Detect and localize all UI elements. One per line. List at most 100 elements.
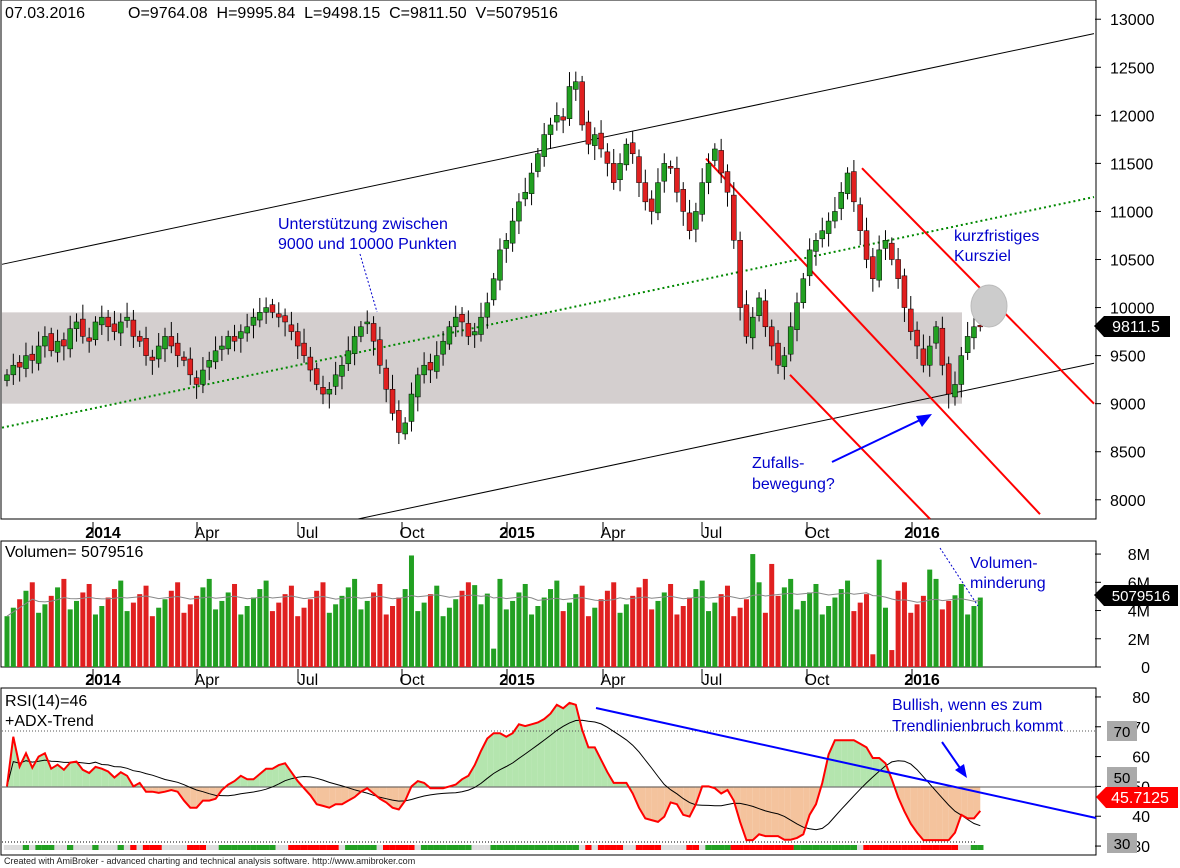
rsi-fill-segment xyxy=(563,702,570,787)
candle-body xyxy=(945,363,952,395)
adx-trend-cell xyxy=(142,845,150,850)
adx-label: +ADX-Trend xyxy=(5,713,94,730)
adx-trend-cell xyxy=(496,845,504,850)
volume-bar xyxy=(535,606,541,667)
adx-trend-cell xyxy=(812,845,820,850)
candle-body xyxy=(566,86,573,119)
volume-bar xyxy=(548,589,554,667)
volume-x-tick-label: 2014 xyxy=(85,672,121,689)
volume-x-tick-label: 2016 xyxy=(904,672,940,689)
candle-body xyxy=(971,326,977,339)
candle-body xyxy=(389,389,396,414)
adx-trend-cell xyxy=(623,845,630,850)
volume-bar xyxy=(914,604,920,667)
adx-trend-cell xyxy=(730,845,737,850)
rsi-fill-segment xyxy=(550,704,557,787)
candle-body xyxy=(282,315,288,323)
volume-bar xyxy=(794,609,800,667)
volume-bar xyxy=(472,585,478,667)
adx-trend-cell xyxy=(48,845,55,850)
adx-trend-cell xyxy=(806,845,813,850)
adx-trend-cell xyxy=(958,845,965,850)
candle-body xyxy=(181,356,187,361)
volume-bar xyxy=(598,599,604,667)
volume-bar xyxy=(800,600,806,667)
last-price-tag: 9811.5 xyxy=(1094,316,1170,337)
adx-trend-cell xyxy=(774,845,782,850)
volume-bar xyxy=(371,592,377,667)
volume-bar xyxy=(560,611,566,667)
volume-bar xyxy=(352,578,358,667)
adx-trend-cell xyxy=(439,845,447,850)
candle-body xyxy=(143,338,149,356)
volume-label: Volumen= 5079516 xyxy=(5,544,143,561)
volume-bar xyxy=(402,589,408,667)
volume-bar xyxy=(674,614,680,667)
adx-trend-cell xyxy=(73,845,80,850)
adx-trend-cell xyxy=(838,845,845,850)
adx-trend-cell xyxy=(319,845,327,850)
candle-body xyxy=(206,360,212,368)
volume-bar xyxy=(623,604,629,667)
candle-body xyxy=(712,148,718,161)
adx-trend-cell xyxy=(597,845,605,850)
rsi-fill-segment xyxy=(70,761,77,787)
adx-trend-cell xyxy=(509,845,516,850)
rsi-y-tick-label: 60 xyxy=(1132,750,1150,767)
volume-bar xyxy=(642,578,648,667)
adx-trend-cell xyxy=(484,845,491,850)
rsi-fill-segment xyxy=(588,747,595,787)
volume-bar xyxy=(383,614,389,667)
adx-trend-cell xyxy=(149,845,156,850)
candle-body xyxy=(522,191,528,200)
adx-trend-cell xyxy=(920,845,927,850)
volume-bar xyxy=(10,607,16,667)
candle-body xyxy=(332,374,339,387)
candle-body xyxy=(351,336,358,354)
adx-trend-cell xyxy=(414,845,421,850)
candle-body xyxy=(914,329,920,347)
volume-bar xyxy=(465,582,471,667)
rsi-fill-segment xyxy=(190,786,197,808)
candle-body xyxy=(219,345,225,350)
candle-body xyxy=(440,340,446,355)
adx-trend-cell xyxy=(98,845,105,850)
volume-bar xyxy=(908,612,914,667)
adx-trend-cell xyxy=(67,845,74,850)
volume-bar xyxy=(864,594,870,667)
volume-bar xyxy=(320,582,326,667)
volume-bar xyxy=(731,616,737,667)
candle-body xyxy=(756,297,762,316)
adx-trend-cell xyxy=(566,845,573,850)
volume-bar xyxy=(459,590,465,667)
volume-bar xyxy=(124,611,130,667)
rsi-fill-segment xyxy=(13,736,20,787)
rsi-fill-segment xyxy=(341,786,349,805)
candle-body xyxy=(244,326,250,334)
candle-body xyxy=(118,321,124,334)
volume-bar xyxy=(421,602,427,667)
adx-trend-cell xyxy=(395,845,403,850)
volume-bar xyxy=(4,616,10,667)
volume-bar xyxy=(743,599,749,667)
adx-trend-cell xyxy=(781,845,788,850)
candle-body xyxy=(263,307,269,313)
adx-trend-cell xyxy=(686,845,693,850)
candle-body xyxy=(699,182,705,215)
adx-trend-cell xyxy=(787,845,794,850)
candle-body xyxy=(16,362,23,368)
volume-bar xyxy=(946,600,952,667)
price-x-tick-label: 2016 xyxy=(904,525,940,542)
adx-trend-cell xyxy=(831,845,839,850)
candle-body xyxy=(952,384,958,398)
volume-bar xyxy=(111,589,117,667)
volume-bar xyxy=(706,611,712,667)
volume-bar xyxy=(29,582,35,667)
volume-x-tick-label: Oct xyxy=(805,672,830,689)
candle-body xyxy=(516,201,522,222)
candle-body xyxy=(162,336,168,350)
rsi-fill-segment xyxy=(910,786,918,833)
volume-x-tick-label: Apr xyxy=(195,672,221,689)
volume-bar xyxy=(756,582,762,667)
adx-trend-cell xyxy=(819,845,826,850)
